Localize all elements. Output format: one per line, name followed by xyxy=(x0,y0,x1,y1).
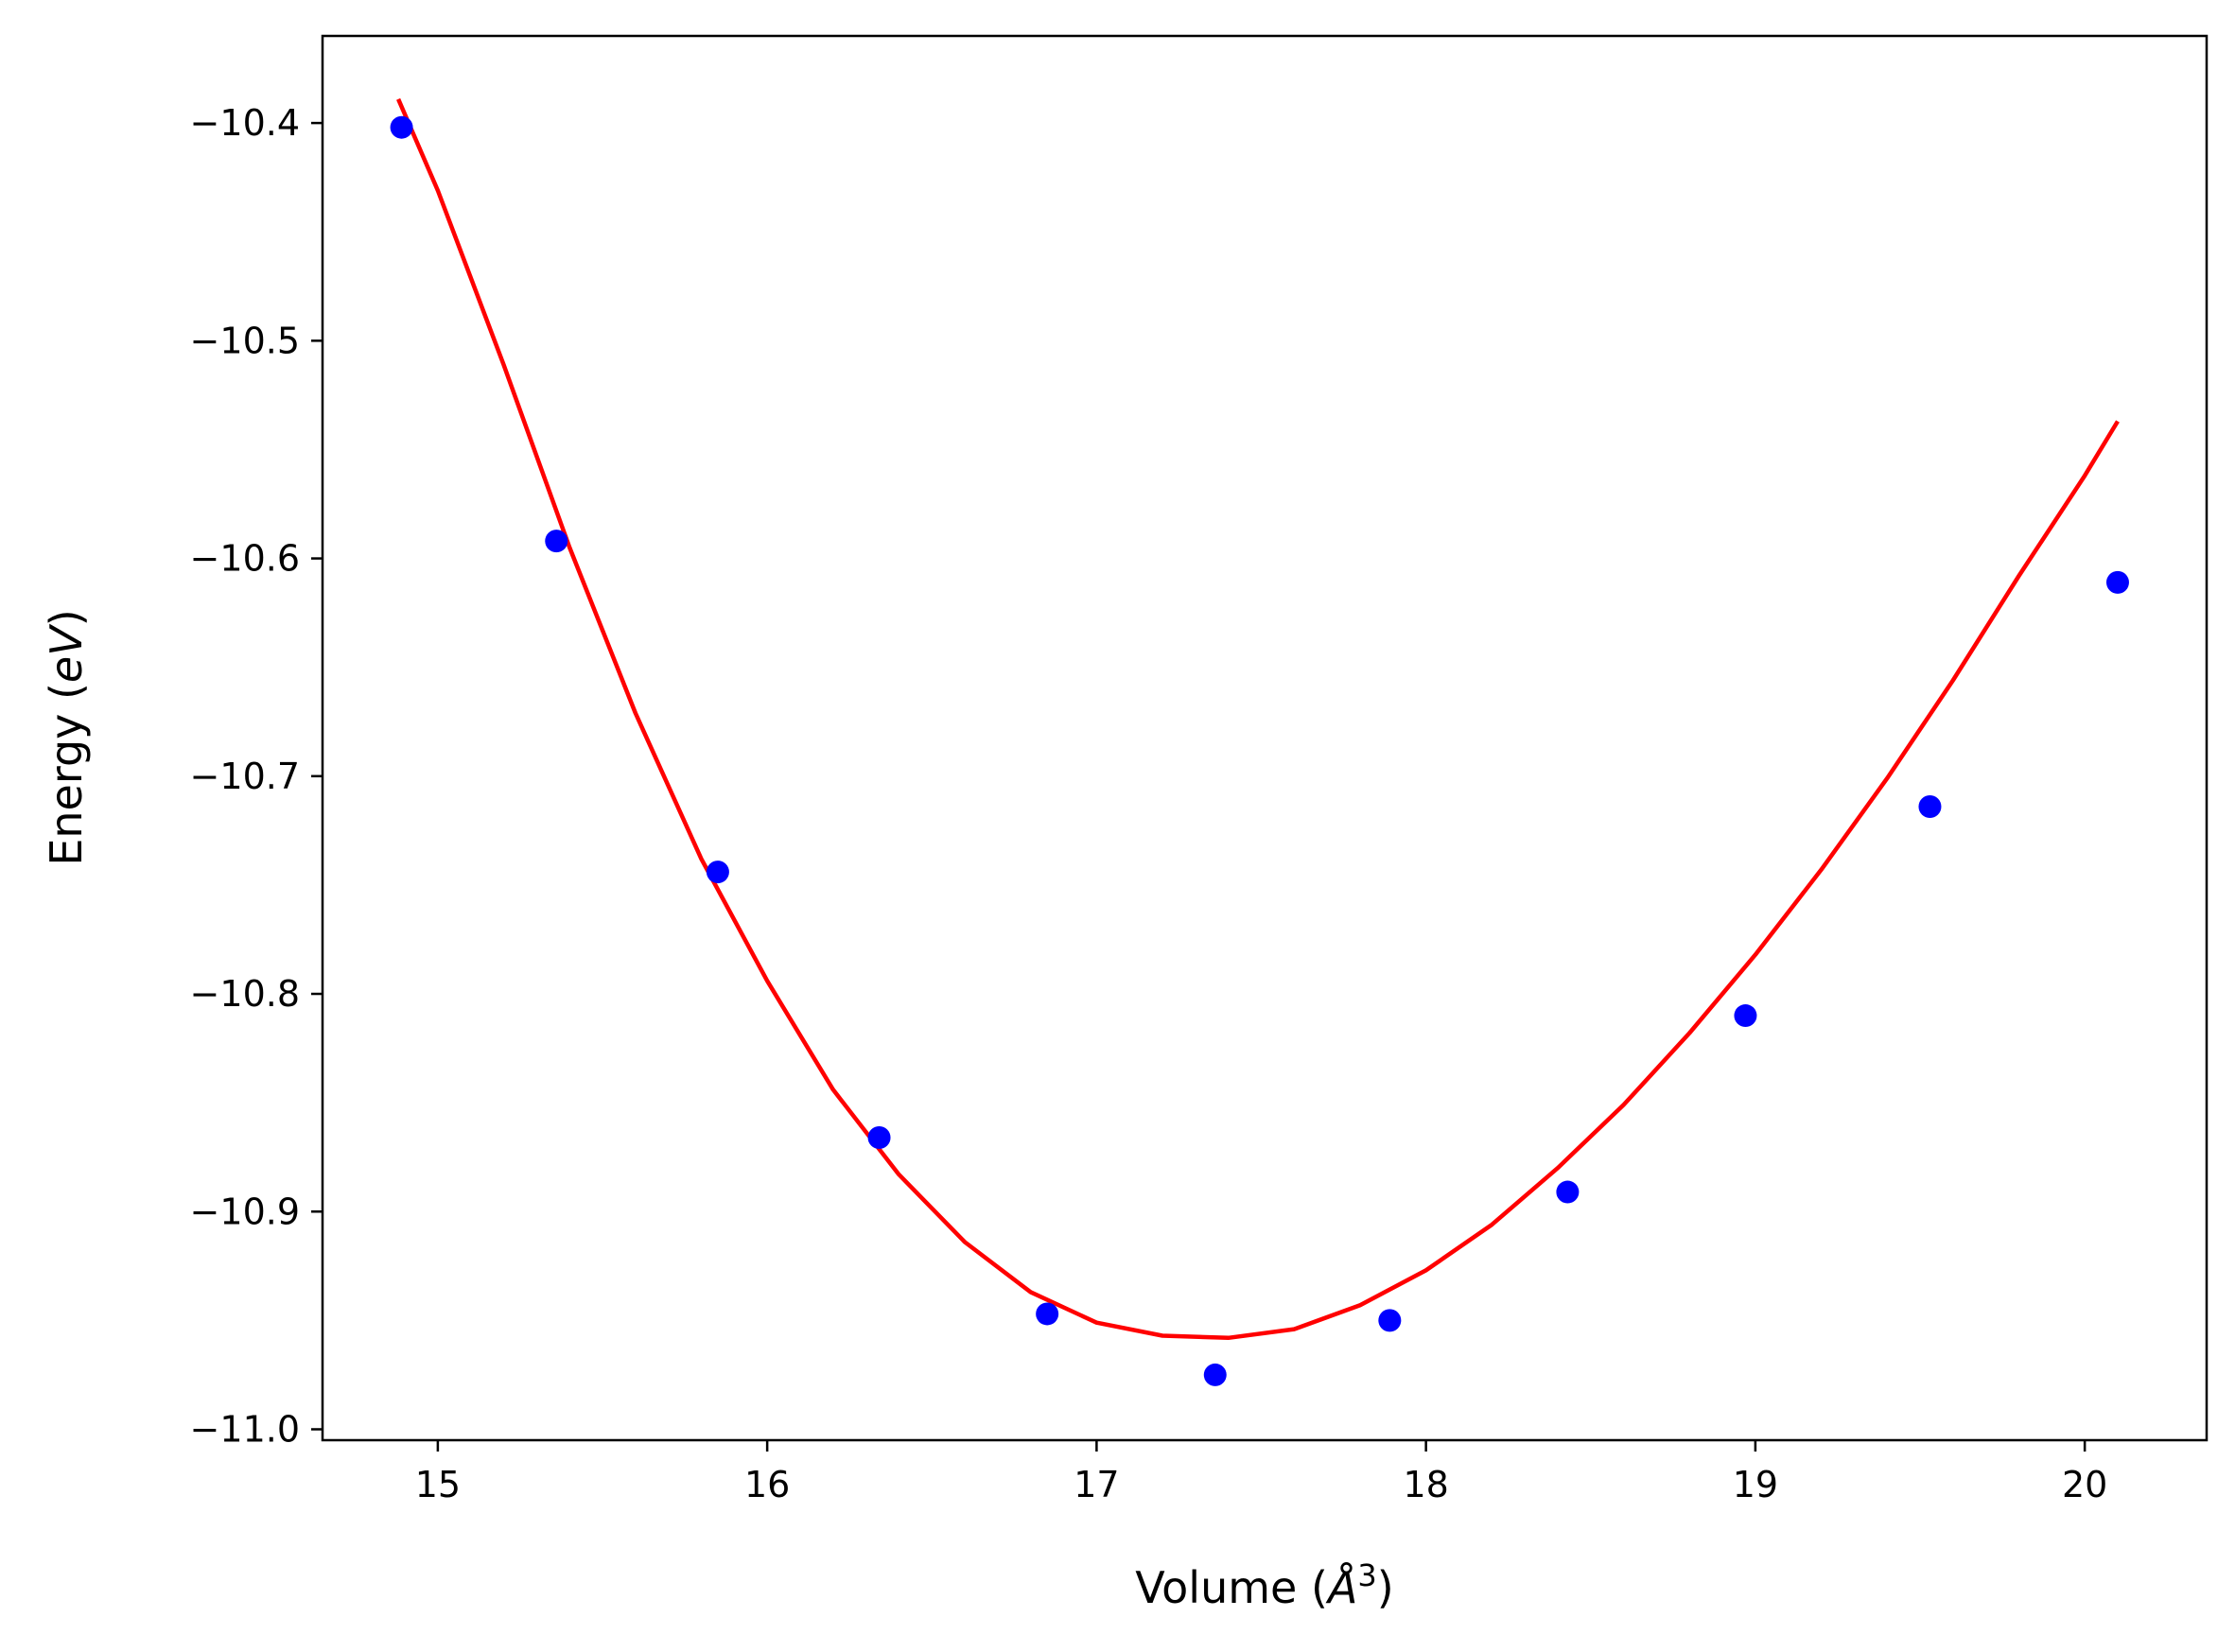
x-tick-label: 17 xyxy=(1074,1464,1119,1505)
y-axis-unit: eV xyxy=(41,623,92,683)
data-point xyxy=(2105,570,2129,594)
y-tick-label: −10.6 xyxy=(190,538,300,580)
x-tick-label: 15 xyxy=(415,1464,461,1505)
data-point xyxy=(545,530,568,553)
y-axis-label-close-paren: ) xyxy=(41,609,92,626)
data-point xyxy=(1918,795,1942,819)
y-axis-label-open-paren: ( xyxy=(41,683,92,714)
x-axis: 15 16 17 18 19 20 xyxy=(415,1440,2107,1505)
y-tick-label: −10.7 xyxy=(190,756,300,797)
x-axis-unit-exponent: 3 xyxy=(1357,1557,1376,1593)
plot-frame xyxy=(321,34,2209,1442)
data-point xyxy=(1036,1302,1059,1326)
fit-curve-line xyxy=(396,97,2120,1341)
y-tick-label: −10.5 xyxy=(190,320,300,361)
plot-layer xyxy=(390,97,2129,1386)
y-axis-label-text: Energy xyxy=(41,714,92,866)
x-axis-label-text: Volume xyxy=(1135,1562,1297,1613)
y-tick-label: −10.8 xyxy=(190,973,300,1015)
y-tick-label: −11.0 xyxy=(190,1408,300,1450)
x-tick-label: 20 xyxy=(2062,1464,2107,1505)
x-tick-label: 16 xyxy=(744,1464,790,1505)
x-tick-label: 18 xyxy=(1403,1464,1448,1505)
data-point xyxy=(1203,1363,1227,1386)
data-point xyxy=(1378,1309,1402,1332)
x-tick-label: 19 xyxy=(1733,1464,1778,1505)
data-point xyxy=(1734,1004,1757,1028)
data-point xyxy=(390,115,413,139)
x-axis-label: Volume (Å3) xyxy=(1135,1557,1393,1613)
data-point xyxy=(706,861,729,884)
x-axis-label-close-paren: ) xyxy=(1377,1562,1394,1613)
y-tick-label: −10.4 xyxy=(190,102,300,144)
data-point xyxy=(867,1125,891,1149)
y-axis: −10.4 −10.5 −10.6 −10.7 −10.8 −10.9 −11.0 xyxy=(190,102,323,1450)
data-point xyxy=(1556,1180,1580,1204)
y-axis-label: Energy (eV) xyxy=(41,609,92,865)
x-axis-unit: Å xyxy=(1325,1562,1357,1613)
x-axis-label-open-paren: ( xyxy=(1297,1562,1328,1613)
y-tick-label: −10.9 xyxy=(190,1191,300,1232)
